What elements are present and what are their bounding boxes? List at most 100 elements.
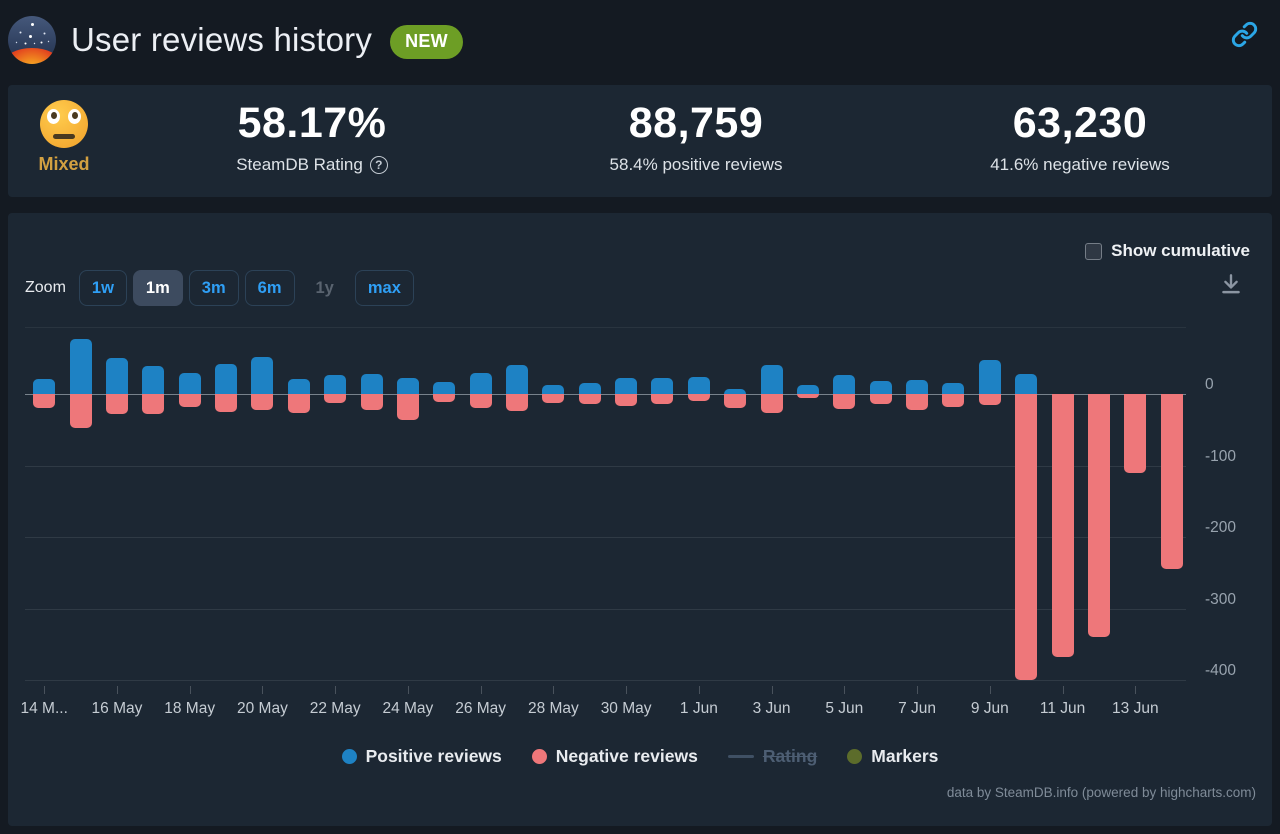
zoom-button-6m[interactable]: 6m <box>244 270 295 306</box>
x-axis-label: 24 May <box>382 700 434 717</box>
bar-positive-25-May <box>433 381 456 394</box>
bar-positive-21-May <box>287 378 310 394</box>
x-axis-tick <box>698 686 700 694</box>
show-cumulative-checkbox[interactable] <box>1085 242 1103 260</box>
bar-negative-3-Jun <box>760 394 783 414</box>
x-axis-tick <box>1062 686 1064 694</box>
bar-positive-30-May <box>615 378 638 394</box>
x-axis-label: 30 May <box>600 700 652 717</box>
rating-summary: Mixed <box>8 85 120 197</box>
bar-positive-2-Jun <box>724 388 747 394</box>
bar-negative-14-May <box>33 394 56 409</box>
bar-negative-27-May <box>506 394 528 412</box>
bar-negative-15-May <box>69 394 92 429</box>
bar-negative-24-May <box>396 394 419 421</box>
bar-positive-27-May <box>506 365 528 394</box>
zoom-button-1w[interactable]: 1w <box>78 270 127 306</box>
zoom-button-3m[interactable]: 3m <box>188 270 239 306</box>
x-axis-tick <box>989 686 991 694</box>
legend-item-positive-reviews[interactable]: Positive reviews <box>341 746 502 767</box>
steamdb-rating-caption: SteamDB Rating <box>236 155 363 174</box>
y-axis-label: 0 <box>1205 376 1214 393</box>
legend-marker <box>727 755 754 758</box>
chart-credits[interactable]: data by SteamDB.info (powered by highcha… <box>946 785 1256 800</box>
bar-positive-22-May <box>324 374 347 394</box>
game-icon-planet <box>8 48 56 64</box>
x-axis-label: 9 Jun <box>970 700 1009 717</box>
bar-chart[interactable]: 0 -100 -200 -300 -400 14 M... 16 May 18 May 20 M… <box>8 325 1272 725</box>
gridline <box>25 327 1186 328</box>
x-axis-tick <box>917 686 919 694</box>
bar-positive-10-Jun <box>1015 373 1038 394</box>
bar-negative-9-Jun <box>978 394 1001 405</box>
legend-item-negative-reviews[interactable]: Negative reviews <box>531 746 698 767</box>
bar-negative-26-May <box>469 394 492 408</box>
bar-positive-14-May <box>33 378 56 394</box>
bar-negative-31-May <box>651 394 674 404</box>
game-icon-stars <box>31 23 34 26</box>
bar-negative-1-Jun <box>687 394 710 402</box>
bar-negative-10-Jun <box>1015 394 1038 680</box>
x-axis-tick <box>189 686 191 694</box>
bar-negative-14-Jun <box>1160 394 1183 570</box>
bar-negative-30-May <box>615 394 638 407</box>
bar-positive-4-Jun <box>796 384 819 394</box>
bar-negative-25-May <box>433 394 456 402</box>
game-icon[interactable] <box>8 16 56 64</box>
bar-positive-6-Jun <box>869 381 892 394</box>
bar-positive-26-May <box>469 372 492 394</box>
zoom-button-1m[interactable]: 1m <box>132 270 183 306</box>
x-axis-tick <box>844 686 846 694</box>
gridline <box>25 394 1186 395</box>
bar-positive-1-Jun <box>687 376 710 394</box>
x-axis-label: 3 Jun <box>752 700 791 717</box>
bar-negative-19-May <box>215 394 238 412</box>
gridline <box>25 680 1186 681</box>
positive-count: 88,759 <box>628 99 764 147</box>
y-axis-label: -400 <box>1205 662 1237 679</box>
help-icon[interactable]: ? <box>369 156 388 174</box>
positive-reviews-column: 88,759 58.4% positive reviews <box>504 85 888 197</box>
bar-negative-22-May <box>324 394 347 403</box>
x-axis-tick <box>44 686 46 694</box>
x-axis-tick <box>1135 686 1137 694</box>
x-axis-label: 26 May <box>455 700 507 717</box>
page-header: User reviews history NEW <box>0 0 1280 80</box>
negative-count: 63,230 <box>1012 99 1148 147</box>
bar-positive-23-May <box>360 373 383 394</box>
bar-negative-16-May <box>105 394 128 415</box>
bar-negative-7-Jun <box>906 394 929 411</box>
bar-positive-3-Jun <box>760 365 783 394</box>
bar-negative-5-Jun <box>833 394 856 409</box>
show-cumulative-toggle[interactable]: Show cumulative <box>1085 241 1250 261</box>
negative-reviews-column: 63,230 41.6% negative reviews <box>888 85 1272 197</box>
zoom-button-max[interactable]: max <box>354 270 414 306</box>
x-axis-tick <box>626 686 628 694</box>
bar-positive-9-Jun <box>978 359 1001 394</box>
legend-item-markers[interactable]: Markers <box>847 746 938 767</box>
bar-positive-24-May <box>396 377 419 394</box>
bar-negative-29-May <box>578 394 601 404</box>
bar-positive-28-May <box>542 384 565 394</box>
legend-label: Negative reviews <box>555 746 698 766</box>
negative-caption: 41.6% negative reviews <box>990 155 1170 174</box>
bar-positive-18-May <box>178 372 201 394</box>
legend-item-rating[interactable]: Rating <box>727 746 818 767</box>
bar-negative-13-Jun <box>1124 394 1147 473</box>
x-axis-label: 16 May <box>91 700 143 717</box>
x-axis-tick <box>480 686 482 694</box>
bar-positive-5-Jun <box>833 375 856 394</box>
legend-label: Rating <box>762 746 818 766</box>
steamdb-rating-value: 58.17% <box>237 99 387 147</box>
legend-marker <box>531 749 547 764</box>
permalink-icon[interactable] <box>1231 21 1258 53</box>
y-axis-label: -100 <box>1205 447 1237 465</box>
gridline <box>25 537 1186 538</box>
bar-positive-29-May <box>578 382 601 394</box>
zoom-label: Zoom <box>25 279 66 296</box>
download-icon[interactable] <box>1218 271 1244 302</box>
bar-positive-16-May <box>105 358 128 394</box>
gridline <box>25 608 1186 610</box>
bar-positive-15-May <box>69 338 92 394</box>
zoom-controls: Zoom 1w 1m 3m 6m 1y max <box>25 270 414 306</box>
